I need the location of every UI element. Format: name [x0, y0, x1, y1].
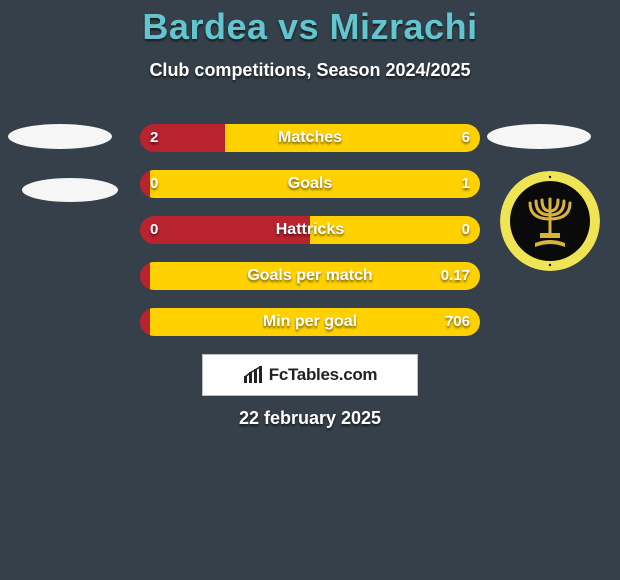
- bar-chart-icon: [243, 366, 265, 384]
- stat-value-right: 0: [462, 216, 470, 244]
- stat-bar-right: [150, 170, 480, 198]
- stat-row: Min per goal706: [0, 308, 620, 336]
- stat-value-left: 2: [150, 124, 158, 152]
- stat-bar-left: [140, 170, 150, 198]
- stat-value-right: 706: [445, 308, 470, 336]
- stat-row: Hattricks00: [0, 216, 620, 244]
- stat-row: Goals01: [0, 170, 620, 198]
- brand-text: FcTables.com: [269, 365, 378, 385]
- stat-bar-right: [225, 124, 480, 152]
- subtitle: Club competitions, Season 2024/2025: [0, 60, 620, 81]
- brand-box: FcTables.com: [202, 354, 418, 396]
- stat-bar: [140, 262, 480, 290]
- stat-bar: [140, 216, 480, 244]
- stat-value-right: 1: [462, 170, 470, 198]
- stat-bar-left: [140, 308, 150, 336]
- stat-bar-left: [140, 262, 150, 290]
- stat-row: Matches26: [0, 124, 620, 152]
- page-title: Bardea vs Mizrachi: [0, 0, 620, 48]
- stat-bar-left: [140, 216, 310, 244]
- stat-value-right: 0.17: [441, 262, 470, 290]
- stat-row: Goals per match0.17: [0, 262, 620, 290]
- stat-value-left: 0: [150, 216, 158, 244]
- comparison-infographic: Bardea vs Mizrachi Club competitions, Se…: [0, 0, 620, 580]
- stat-bar-right: [150, 308, 480, 336]
- date-text: 22 february 2025: [0, 408, 620, 429]
- stat-bar: [140, 170, 480, 198]
- stat-bar-right: [310, 216, 480, 244]
- stat-bar-right: [150, 262, 480, 290]
- stat-bar: [140, 124, 480, 152]
- stat-bar: [140, 308, 480, 336]
- stat-value-left: 0: [150, 170, 158, 198]
- stat-value-right: 6: [462, 124, 470, 152]
